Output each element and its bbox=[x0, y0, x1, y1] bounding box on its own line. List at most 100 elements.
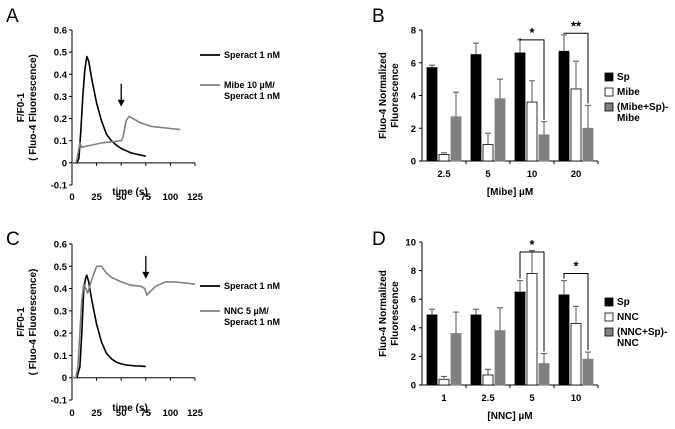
significance-bracket bbox=[519, 251, 545, 352]
x-tick-label: 25 bbox=[91, 408, 102, 419]
bar-sp bbox=[470, 54, 482, 162]
significance-bracket bbox=[563, 32, 589, 104]
y-tick-label: 0 bbox=[62, 158, 67, 169]
x-axis-label: time (s) bbox=[112, 187, 148, 198]
legend-label-2: Mibe bbox=[617, 87, 640, 98]
y-tick-label: -0.1 bbox=[51, 396, 68, 407]
legend-swatch-1 bbox=[604, 72, 614, 82]
x-tick-label: 25 bbox=[91, 192, 102, 203]
legend-label-2: NNC bbox=[617, 312, 639, 323]
x-tick-label: 75 bbox=[141, 408, 152, 419]
y-tick-label: 0.2 bbox=[54, 329, 67, 340]
y-tick-label: 0.6 bbox=[54, 26, 67, 37]
y-tick-label: 8 bbox=[411, 266, 416, 277]
x-tick-label: 2.5 bbox=[437, 169, 451, 180]
y-tick-label: -0.1 bbox=[51, 181, 68, 192]
y-tick-label: 0.1 bbox=[54, 351, 68, 362]
y-axis-label: Fluorescence bbox=[390, 63, 401, 128]
y-tick-label: 0.2 bbox=[54, 114, 67, 125]
series-line-1 bbox=[72, 55, 146, 164]
x-tick-label: 10 bbox=[527, 169, 538, 180]
y-tick-label: 0.3 bbox=[54, 92, 67, 103]
y-axis-label: ( Fluo-4 Fluorescence) bbox=[28, 54, 39, 161]
y-tick-label: 0.1 bbox=[54, 136, 68, 147]
y-axis-label: F/F0-1 bbox=[16, 307, 27, 337]
panel-c-line-chart: -0.100.10.20.30.40.50.60 25 50 75 100 125time… bbox=[16, 240, 280, 420]
x-axis-label: time (s) bbox=[112, 403, 148, 414]
y-axis-label: ( Fluo-4 Fluorescence) bbox=[28, 269, 39, 376]
legend-label-2: NNC 5 µM/ bbox=[224, 306, 269, 316]
bar-nnc bbox=[570, 323, 582, 386]
series-line-1 bbox=[72, 274, 146, 379]
bar-nnc bbox=[438, 378, 450, 386]
y-axis-label: Fluo-4 Normalized bbox=[378, 52, 389, 139]
legend-label-2: Speract 1 nM bbox=[224, 91, 280, 101]
arrow-head bbox=[142, 271, 150, 279]
bar-nnc bbox=[526, 273, 538, 386]
bar--nnc-sp-nnc bbox=[450, 333, 462, 386]
bar--mibe-sp-mibe bbox=[582, 127, 594, 162]
y-tick-label: 8 bbox=[411, 26, 416, 37]
y-tick-label: 6 bbox=[411, 58, 416, 69]
significance-label: * bbox=[529, 25, 535, 40]
y-tick-label: 0 bbox=[411, 381, 416, 392]
bar--nnc-sp-nnc bbox=[494, 330, 506, 386]
y-tick-label: 2 bbox=[411, 352, 416, 363]
y-tick-label: 0.5 bbox=[54, 48, 68, 59]
panel-letter-c: C bbox=[6, 229, 20, 250]
legend-label-1: Sp bbox=[617, 72, 630, 83]
x-tick-label: 10 bbox=[571, 393, 582, 404]
y-tick-label: 6 bbox=[411, 295, 416, 306]
panel-letter-d: D bbox=[372, 229, 386, 250]
y-tick-label: 0.4 bbox=[54, 284, 68, 295]
legend-swatch-2 bbox=[604, 87, 614, 97]
legend-label-3: Mibe bbox=[617, 113, 640, 124]
x-tick-label: 0 bbox=[69, 408, 74, 419]
bar--mibe-sp-mibe bbox=[538, 134, 550, 162]
x-axis-label: [Mibe] µM bbox=[487, 187, 533, 198]
x-tick-label: 50 bbox=[116, 192, 127, 203]
y-tick-label: 10 bbox=[405, 238, 416, 249]
y-tick-label: 0 bbox=[62, 373, 67, 384]
legend-label-3: NNC bbox=[617, 338, 639, 349]
legend-label-1: Sp bbox=[617, 297, 630, 308]
bar-sp bbox=[558, 294, 570, 386]
legend-label-1: Speract 1 nM bbox=[224, 50, 280, 60]
legend-label-2: Mibe 10 µM/ bbox=[224, 80, 275, 90]
bar-sp bbox=[470, 314, 482, 386]
legend-swatch-1 bbox=[604, 297, 614, 307]
x-tick-label: 100 bbox=[162, 192, 178, 203]
panel-letter-a: A bbox=[6, 6, 19, 27]
bar-mibe bbox=[438, 154, 450, 162]
panel-letter-b: B bbox=[372, 6, 385, 27]
y-tick-label: 0.6 bbox=[54, 240, 67, 251]
y-tick-label: 0 bbox=[411, 157, 416, 168]
bar-mibe bbox=[570, 88, 582, 162]
y-tick-label: 2 bbox=[411, 124, 416, 135]
bar-mibe bbox=[526, 101, 538, 162]
legend-label-3: (NNC+Sp)- bbox=[617, 327, 667, 338]
legend-swatch-3 bbox=[604, 102, 614, 112]
significance-label: * bbox=[529, 237, 535, 252]
significance-bracket bbox=[519, 37, 545, 120]
legend-label-2: Speract 1 nM bbox=[224, 317, 280, 327]
x-tick-label: 0 bbox=[69, 192, 74, 203]
x-tick-label: 125 bbox=[187, 408, 204, 419]
y-tick-label: 0.3 bbox=[54, 306, 67, 317]
legend-swatch-3 bbox=[604, 327, 614, 337]
legend-label-3: (Mibe+Sp)- bbox=[617, 102, 668, 113]
panel-a-line-chart: -0.100.10.20.30.40.50.60 25 50 75 100 125time… bbox=[16, 26, 280, 204]
series-line-2 bbox=[72, 265, 196, 379]
legend-label-1: Speract 1 nM bbox=[224, 281, 280, 291]
x-tick-label: 1 bbox=[441, 393, 447, 404]
y-tick-label: 0.4 bbox=[54, 70, 68, 81]
x-tick-label: 5 bbox=[529, 393, 535, 404]
x-tick-label: 100 bbox=[162, 408, 178, 419]
significance-bracket bbox=[563, 272, 589, 351]
bar-sp bbox=[426, 314, 438, 386]
significance-label: * bbox=[573, 258, 579, 273]
x-tick-label: 75 bbox=[141, 192, 152, 203]
x-tick-label: 20 bbox=[571, 169, 582, 180]
bar--mibe-sp-mibe bbox=[450, 116, 462, 162]
